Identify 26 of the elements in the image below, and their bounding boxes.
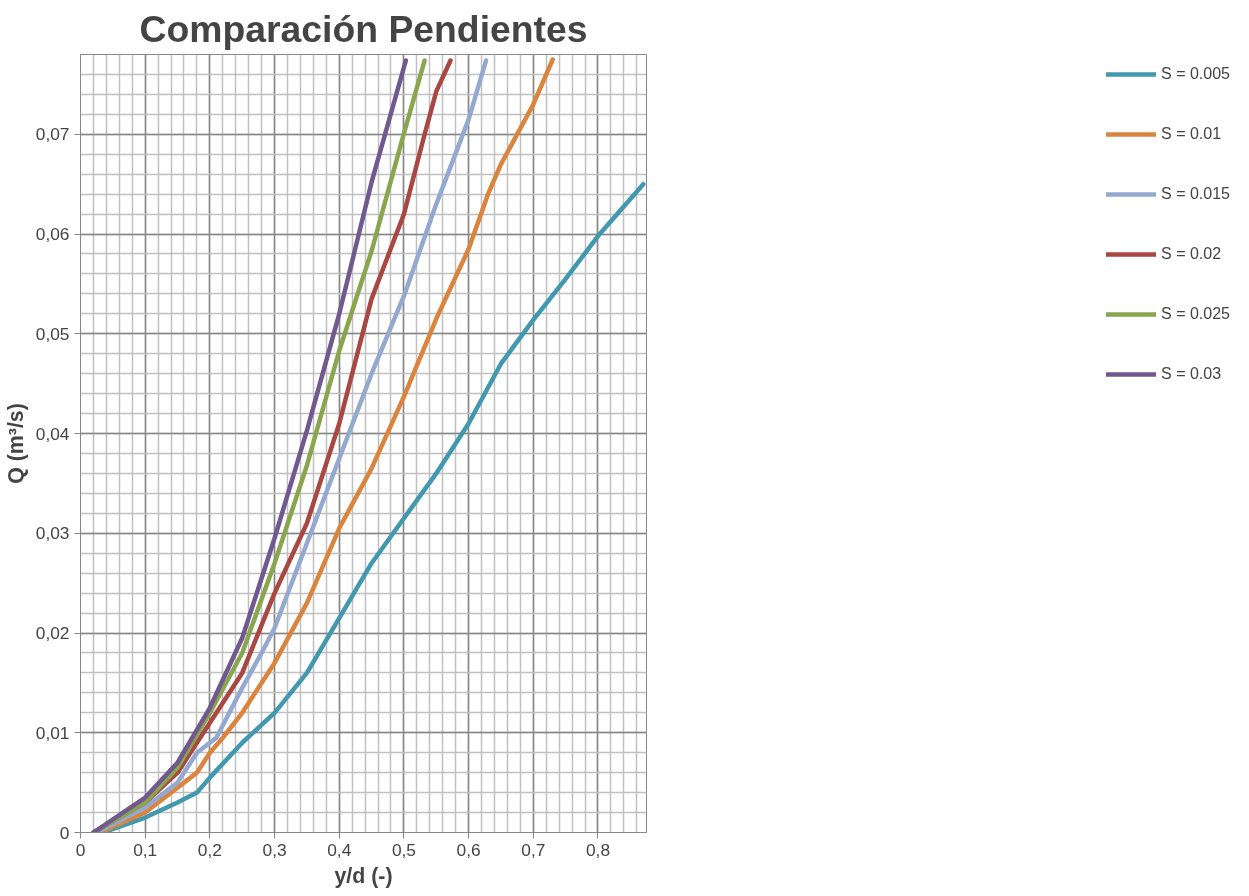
x-tick-label: 0,6 — [456, 839, 481, 860]
legend-label: S = 0.03 — [1161, 365, 1222, 383]
x-tick-label: 0,3 — [262, 839, 287, 860]
y-tick-label: 0,05 — [35, 323, 70, 344]
y-tick-label: 0,06 — [35, 224, 70, 245]
y-tick-label: 0,02 — [35, 623, 70, 644]
legend-label: S = 0.025 — [1161, 305, 1230, 323]
legend-label: S = 0.005 — [1161, 65, 1230, 83]
x-tick-label: 0,4 — [327, 839, 352, 860]
y-tick-label: 0,07 — [35, 124, 70, 145]
x-tick-label: 0,5 — [391, 839, 416, 860]
chart-title: Comparación Pendientes — [139, 7, 588, 50]
x-tick-label: 0,8 — [585, 839, 611, 860]
legend-label: S = 0.015 — [1161, 185, 1230, 203]
legend-label: S = 0.02 — [1161, 245, 1222, 263]
x-axis-title: y/d (-) — [334, 863, 393, 888]
y-tick-label: 0 — [59, 822, 70, 843]
x-tick-label: 0,1 — [133, 839, 158, 860]
legend-label: S = 0.01 — [1161, 125, 1222, 143]
x-tick-label: 0,2 — [197, 839, 222, 860]
y-tick-label: 0,04 — [35, 423, 70, 444]
x-tick-label: 0,7 — [521, 839, 546, 860]
y-axis-title: Q (m³/s) — [3, 403, 28, 484]
x-tick-label: 0 — [75, 839, 86, 860]
y-tick-label: 0,01 — [35, 722, 70, 743]
y-tick-label: 0,03 — [35, 523, 70, 544]
